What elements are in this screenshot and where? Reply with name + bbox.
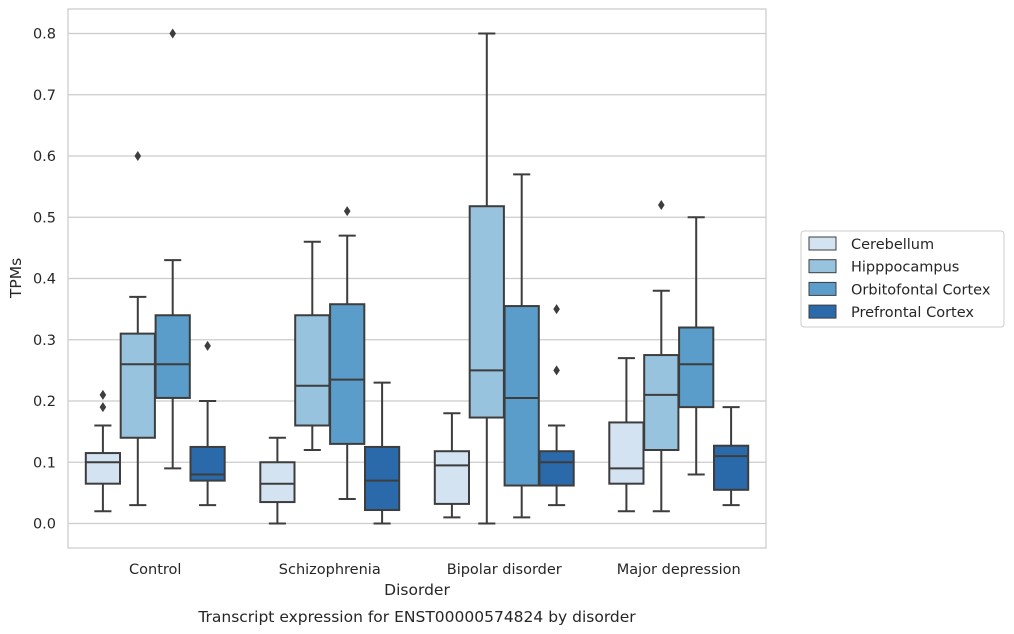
legend-swatch: [808, 236, 837, 251]
legend-swatch: [808, 259, 837, 274]
outlier-point: [553, 304, 560, 315]
x-tick-label: Schizophrenia: [279, 562, 381, 578]
category-group: [259, 206, 401, 525]
box: [468, 205, 505, 419]
box: [503, 305, 540, 487]
x-tick-label: Bipolar disorder: [447, 562, 562, 578]
category-group: [433, 32, 575, 525]
x-tick-label: Major depression: [617, 562, 741, 578]
legend-label: Prefrontal Cortex: [851, 305, 974, 321]
outlier-point: [553, 365, 560, 376]
legend-swatch: [808, 281, 837, 296]
outlier-point: [134, 151, 142, 161]
box: [678, 326, 715, 409]
y-tick-label: 0.7: [33, 88, 56, 104]
legend-label: Orbitofontal Cortex: [851, 282, 991, 298]
x-axis-label: Disorder: [384, 581, 450, 599]
box: [643, 354, 680, 451]
legend-swatch: [808, 304, 837, 319]
box: [538, 450, 575, 487]
legend-items: Cerebellum Hipppocampus Orbitofontal Corte…: [808, 236, 991, 321]
y-axis-ticks: 0.0 0.1 0.2 0.3 0.4 0.5 0.6 0.7 0.8: [33, 27, 56, 533]
y-tick-label: 0.6: [33, 149, 56, 165]
legend-label: Hipppocampus: [851, 260, 959, 276]
legend-label: Cerebellum: [851, 237, 934, 253]
y-tick-label: 0.2: [33, 394, 56, 410]
box-groups: [84, 28, 750, 525]
outlier-point: [99, 389, 107, 400]
box: [329, 303, 366, 445]
y-tick-label: 0.5: [33, 210, 56, 226]
y-axis-label: TPMs: [7, 258, 25, 299]
category-group: [608, 200, 750, 513]
box: [119, 332, 156, 439]
box: [712, 444, 750, 491]
box: [84, 452, 122, 485]
chart-caption: Transcript expression for ENST0000057482…: [197, 608, 636, 626]
box: [154, 314, 191, 399]
box: [259, 461, 296, 504]
x-tick-label: Control: [129, 562, 181, 578]
outlier-point: [658, 200, 665, 210]
category-group: [84, 28, 226, 513]
box: [363, 445, 401, 512]
legend-frame: [800, 230, 1005, 328]
outlier-point: [343, 206, 351, 217]
y-tick-label: 0.0: [33, 517, 56, 533]
outlier-point: [204, 340, 211, 351]
outlier-point: [99, 402, 107, 413]
box: [433, 450, 471, 505]
box: [608, 421, 645, 485]
legend: Cerebellum Hipppocampus Orbitofontal Corte…: [800, 230, 1005, 328]
y-tick-label: 0.8: [33, 27, 56, 43]
y-tick-label: 0.3: [33, 333, 56, 349]
x-axis-ticks: Control Schizophrenia Bipolar disorder Majo…: [129, 562, 741, 578]
box: [294, 314, 331, 427]
y-tick-label: 0.4: [33, 272, 56, 288]
outlier-point: [169, 28, 176, 39]
plot-area-frame: [67, 8, 767, 549]
y-tick-label: 0.1: [33, 455, 56, 471]
box: [189, 445, 226, 482]
